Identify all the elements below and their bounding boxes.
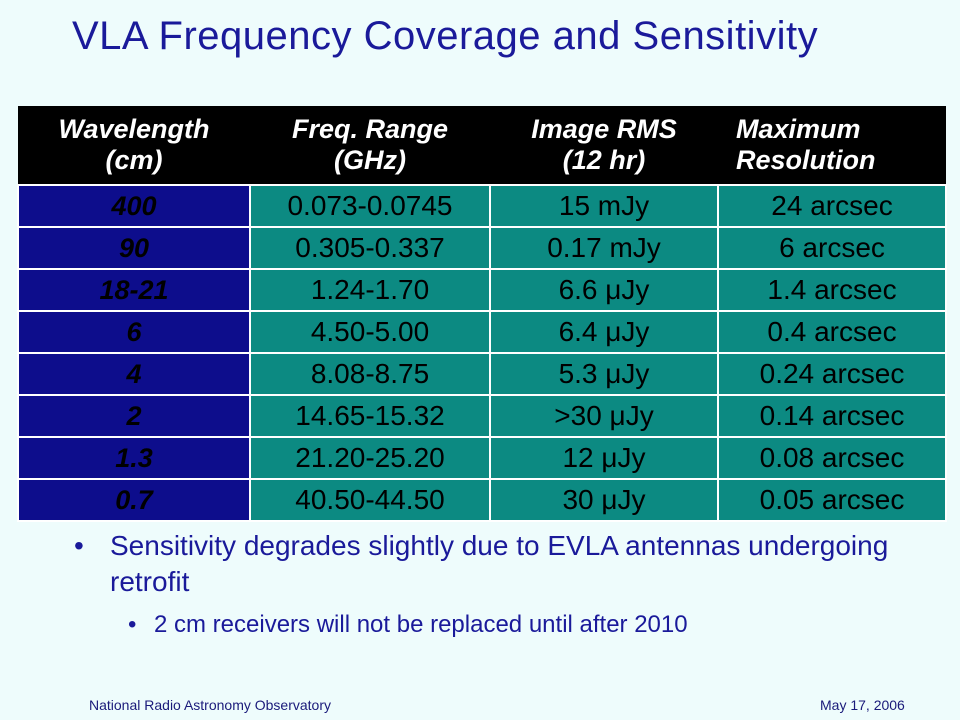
cell-image-rms: >30 μJy bbox=[489, 394, 719, 438]
cell-freq-range: 0.305-0.337 bbox=[249, 226, 491, 270]
cell-freq-range: 0.073-0.0745 bbox=[249, 184, 491, 228]
bullet-sub: • 2 cm receivers will not be replaced un… bbox=[128, 610, 920, 640]
footer-date: May 17, 2006 bbox=[820, 697, 905, 713]
cell-resolution: 6 arcsec bbox=[717, 226, 947, 270]
table-row: 4 8.08-8.75 5.3 μJy 0.24 arcsec bbox=[17, 352, 947, 396]
header-freq-range: Freq. Range (GHz) bbox=[250, 106, 490, 185]
table-row: 18-21 1.24-1.70 6.6 μJy 1.4 arcsec bbox=[17, 268, 947, 312]
header-image-rms: Image RMS (12 hr) bbox=[490, 106, 718, 185]
footer-organization: National Radio Astronomy Observatory bbox=[89, 697, 331, 713]
bullet-main-text: Sensitivity degrades slightly due to EVL… bbox=[110, 530, 889, 597]
cell-freq-range: 1.24-1.70 bbox=[249, 268, 491, 312]
frequency-table: Wavelength (cm) Freq. Range (GHz) Image RM… bbox=[17, 106, 947, 522]
cell-wavelength: 400 bbox=[17, 184, 251, 228]
cell-resolution: 0.24 arcsec bbox=[717, 352, 947, 396]
cell-image-rms: 5.3 μJy bbox=[489, 352, 719, 396]
cell-image-rms: 0.17 mJy bbox=[489, 226, 719, 270]
frequency-table-container: Wavelength (cm) Freq. Range (GHz) Image RM… bbox=[17, 106, 947, 522]
table-row: 1.3 21.20-25.20 12 μJy 0.08 arcsec bbox=[17, 436, 947, 480]
bullet-sub-text: 2 cm receivers will not be replaced unti… bbox=[154, 611, 688, 638]
cell-resolution: 24 arcsec bbox=[717, 184, 947, 228]
cell-resolution: 0.14 arcsec bbox=[717, 394, 947, 438]
bullet-dot-icon: • bbox=[74, 530, 84, 561]
cell-wavelength: 1.3 bbox=[17, 436, 251, 480]
cell-image-rms: 12 μJy bbox=[489, 436, 719, 480]
bullet-dot-icon: • bbox=[128, 611, 137, 638]
table-row: 90 0.305-0.337 0.17 mJy 6 arcsec bbox=[17, 226, 947, 270]
cell-resolution: 0.05 arcsec bbox=[717, 478, 947, 522]
table-row: 6 4.50-5.00 6.4 μJy 0.4 arcsec bbox=[17, 310, 947, 354]
table-row: 2 14.65-15.32 >30 μJy 0.14 arcsec bbox=[17, 394, 947, 438]
table-header-row: Wavelength (cm) Freq. Range (GHz) Image RM… bbox=[18, 106, 946, 185]
cell-freq-range: 40.50-44.50 bbox=[249, 478, 491, 522]
cell-image-rms: 30 μJy bbox=[489, 478, 719, 522]
cell-freq-range: 8.08-8.75 bbox=[249, 352, 491, 396]
header-wavelength: Wavelength (cm) bbox=[18, 106, 250, 185]
cell-image-rms: 6.6 μJy bbox=[489, 268, 719, 312]
cell-image-rms: 15 mJy bbox=[489, 184, 719, 228]
cell-wavelength: 90 bbox=[17, 226, 251, 270]
header-max-resolution: Maximum Resolution bbox=[718, 106, 946, 185]
slide-title: VLA Frequency Coverage and Sensitivity bbox=[72, 14, 819, 58]
cell-wavelength: 2 bbox=[17, 394, 251, 438]
cell-image-rms: 6.4 μJy bbox=[489, 310, 719, 354]
cell-freq-range: 14.65-15.32 bbox=[249, 394, 491, 438]
cell-resolution: 1.4 arcsec bbox=[717, 268, 947, 312]
bullet-list: • Sensitivity degrades slightly due to E… bbox=[74, 528, 920, 640]
table-row: 400 0.073-0.0745 15 mJy 24 arcsec bbox=[17, 184, 947, 228]
table-row: 0.7 40.50-44.50 30 μJy 0.05 arcsec bbox=[17, 478, 947, 522]
bullet-main: • Sensitivity degrades slightly due to E… bbox=[74, 528, 920, 600]
cell-freq-range: 21.20-25.20 bbox=[249, 436, 491, 480]
cell-wavelength: 0.7 bbox=[17, 478, 251, 522]
cell-resolution: 0.08 arcsec bbox=[717, 436, 947, 480]
cell-resolution: 0.4 arcsec bbox=[717, 310, 947, 354]
cell-wavelength: 18-21 bbox=[17, 268, 251, 312]
cell-wavelength: 6 bbox=[17, 310, 251, 354]
cell-wavelength: 4 bbox=[17, 352, 251, 396]
cell-freq-range: 4.50-5.00 bbox=[249, 310, 491, 354]
